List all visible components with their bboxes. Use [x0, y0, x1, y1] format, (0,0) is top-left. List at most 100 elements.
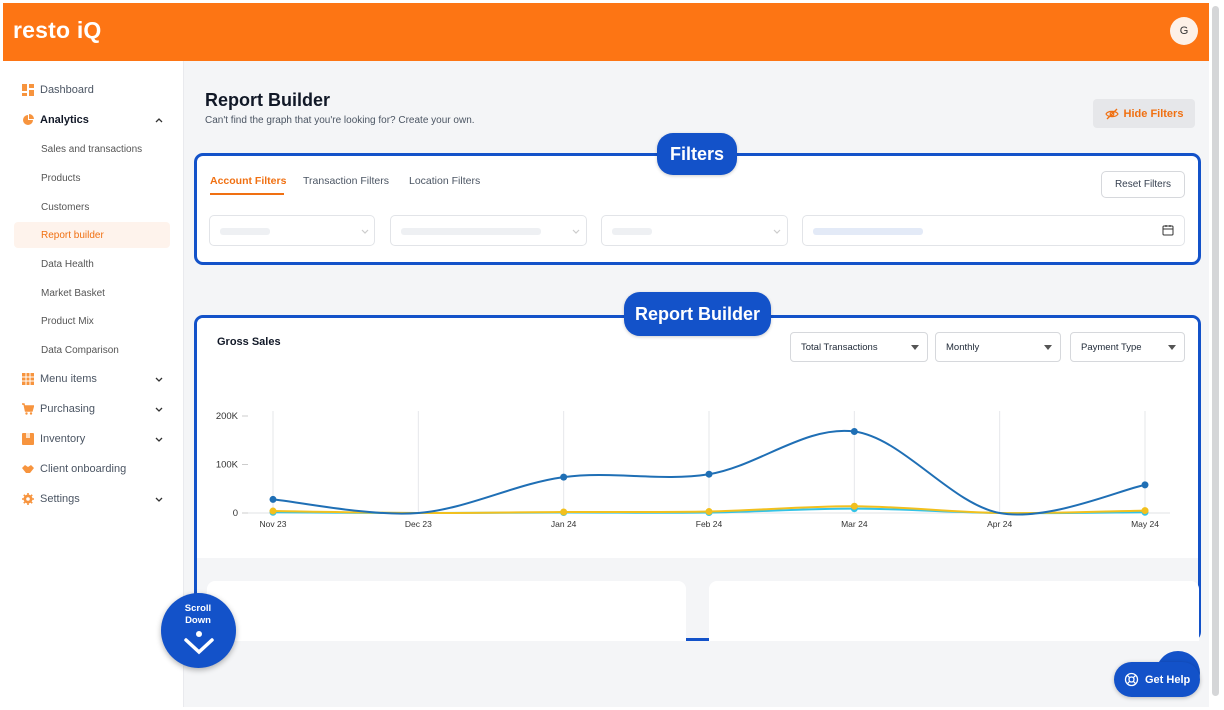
sidebar-subitem-sales-and-transactions[interactable]: Sales and transactions — [41, 143, 143, 155]
sidebar-subitem-data-health[interactable]: Data Health — [41, 258, 94, 270]
chevron-down-icon — [155, 497, 163, 502]
filter-field-date-range[interactable] — [802, 215, 1185, 246]
sidebar-item-dashboard[interactable]: Dashboard — [3, 79, 184, 101]
chevron-up-icon — [155, 118, 163, 123]
data-point — [1141, 507, 1149, 515]
hide-filters-button[interactable]: Hide Filters — [1093, 99, 1195, 128]
y-tick-label: 0 — [233, 508, 238, 519]
page-subtitle: Can't find the graph that you're looking… — [205, 115, 475, 126]
data-point — [850, 502, 858, 510]
secondary-chart-card — [207, 581, 686, 641]
caret-down-icon — [911, 345, 919, 350]
gear-icon — [22, 493, 34, 505]
select-value: Monthly — [946, 341, 980, 353]
select-value: Total Transactions — [801, 341, 878, 353]
data-point — [269, 495, 277, 503]
sidebar-item-inventory[interactable]: Inventory — [3, 428, 184, 450]
caret-down-icon — [1168, 345, 1176, 350]
sidebar-subitem-product-mix[interactable]: Product Mix — [41, 315, 94, 327]
x-tick-label: May 24 — [1131, 519, 1159, 529]
sidebar-item-label: Menu items — [40, 373, 97, 385]
report-builder-callout: Report Builder — [624, 292, 771, 336]
get-help-label: Get Help — [1145, 673, 1191, 686]
metric-select[interactable]: Total Transactions — [790, 332, 928, 362]
user-avatar[interactable]: G — [1170, 17, 1198, 45]
select-value: Payment Type — [1081, 341, 1142, 353]
active-tab-underline — [210, 193, 284, 195]
cart-icon — [22, 403, 34, 415]
sidebar-item-purchasing[interactable]: Purchasing — [3, 398, 184, 420]
filter-field-company[interactable] — [390, 215, 587, 246]
x-tick-label: Feb 24 — [696, 519, 723, 529]
x-tick-label: Jan 24 — [551, 519, 577, 529]
lifebuoy-icon — [1124, 672, 1139, 687]
x-tick-label: Apr 24 — [987, 519, 1012, 529]
data-point — [705, 508, 713, 516]
x-tick-label: Mar 24 — [841, 519, 868, 529]
sidebar-item-label: Analytics — [40, 114, 89, 126]
tab-account-filters[interactable]: Account Filters — [210, 175, 287, 187]
handshake-icon — [22, 465, 34, 473]
hide-filters-label: Hide Filters — [1123, 107, 1184, 120]
caret-down-icon — [1044, 345, 1052, 350]
page-scrollbar[interactable] — [1212, 6, 1219, 696]
dashboard-icon — [22, 84, 34, 96]
group-by-select[interactable]: Payment Type — [1070, 332, 1185, 362]
tab-location-filters[interactable]: Location Filters — [409, 175, 481, 187]
sidebar-subitem-products[interactable]: Products — [41, 172, 81, 184]
chevron-down-icon — [155, 407, 163, 412]
scroll-down-label: Scroll Down — [184, 603, 212, 626]
data-point — [269, 507, 277, 515]
sidebar-item-label: Dashboard — [40, 84, 94, 96]
sidebar-item-label: Client onboarding — [40, 463, 127, 475]
get-help-button[interactable]: Get Help — [1114, 662, 1200, 697]
secondary-chart-card — [709, 581, 1199, 641]
filters-callout: Filters — [657, 133, 737, 175]
gross-sales-chart: 0 100K 200K Nov 23 Dec 23 Jan 24 Feb 24 Mar 24 A… — [216, 411, 1170, 529]
x-tick-label: Dec 23 — [405, 519, 432, 529]
sidebar-item-analytics[interactable]: Analytics — [3, 109, 184, 131]
sidebar-subitem-data-comparison[interactable]: Data Comparison — [41, 344, 119, 356]
sidebar-item-menu-items[interactable]: Menu items — [3, 368, 184, 390]
chevron-down-icon — [572, 229, 580, 234]
period-select[interactable]: Monthly — [935, 332, 1061, 362]
chevron-down-icon — [155, 437, 163, 442]
pie-chart-icon — [23, 114, 34, 125]
y-tick-label: 100K — [216, 460, 239, 471]
chart-title: Gross Sales — [217, 336, 281, 348]
sidebar-subitem-market-basket[interactable]: Market Basket — [41, 287, 105, 299]
reset-filters-button[interactable]: Reset Filters — [1101, 171, 1185, 198]
sidebar-item-client-onboarding[interactable]: Client onboarding — [3, 458, 184, 480]
data-point — [850, 428, 858, 436]
blurred-value — [220, 228, 270, 235]
blurred-value — [813, 228, 923, 235]
filter-field-account[interactable] — [209, 215, 375, 246]
sidebar-item-settings[interactable]: Settings — [3, 488, 184, 510]
sidebar: Dashboard Analytics Sales and transactio… — [3, 61, 184, 707]
filter-field-location[interactable] — [601, 215, 788, 246]
y-tick-label: 200K — [216, 411, 239, 422]
blurred-value — [401, 228, 541, 235]
sidebar-subitem-report-builder[interactable]: Report builder — [14, 222, 170, 248]
x-tick-label: Nov 23 — [260, 519, 287, 529]
sidebar-item-label: Settings — [40, 493, 80, 505]
top-bar: resto iQ G — [3, 3, 1209, 61]
chevron-down-icon — [361, 229, 369, 234]
box-icon — [22, 433, 34, 445]
blurred-value — [612, 228, 652, 235]
grid-icon — [22, 373, 34, 385]
data-point — [560, 473, 568, 481]
sidebar-item-label: Inventory — [40, 433, 86, 445]
data-point — [1141, 481, 1149, 489]
app-logo[interactable]: resto iQ — [13, 17, 102, 43]
scroll-down-button[interactable]: Scroll Down — [161, 593, 236, 668]
sidebar-item-label: Purchasing — [40, 403, 96, 415]
calendar-icon — [1162, 225, 1174, 236]
data-point — [560, 508, 568, 516]
page-title: Report Builder — [205, 90, 331, 110]
app-window: resto iQ G Dashboard Analytics Sales and… — [3, 3, 1209, 707]
sidebar-subitem-customers[interactable]: Customers — [41, 201, 90, 213]
eye-off-icon — [1104, 108, 1119, 119]
tab-transaction-filters[interactable]: Transaction Filters — [303, 175, 389, 187]
chevron-down-icon — [184, 631, 214, 655]
